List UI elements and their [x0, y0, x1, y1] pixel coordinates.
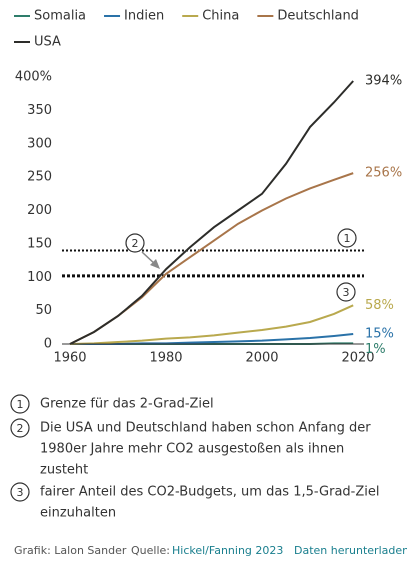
- end-label: 1%: [365, 342, 386, 357]
- x-tick-label: 1960: [53, 351, 86, 366]
- download-link[interactable]: Daten herunterladen: [294, 544, 407, 557]
- note-text: einzuhalten: [40, 506, 116, 521]
- note-marker-label: 2: [132, 237, 139, 250]
- end-label: 15%: [365, 326, 394, 341]
- source-link[interactable]: Hickel/Fanning 2023: [172, 544, 283, 557]
- note-marker-label: 1: [344, 232, 351, 245]
- source-label: Quelle:: [131, 544, 170, 557]
- credit: Grafik: Lalon Sander: [14, 544, 127, 557]
- note-marker: [10, 394, 30, 414]
- x-tick-label: 2000: [245, 351, 278, 366]
- note-text: fairer Anteil des CO2-Budgets, um das 1,…: [40, 485, 380, 500]
- note-marker: [125, 233, 145, 253]
- note-marker: [10, 418, 30, 438]
- note-marker-label: 3: [17, 486, 24, 499]
- y-tick-label: 400%: [15, 70, 52, 85]
- series-line: [69, 304, 354, 345]
- note-text: 1980er Jahre mehr CO2 ausgestoßen als ih…: [40, 442, 344, 457]
- end-label: 256%: [365, 166, 402, 181]
- note-text: Grenze für das 2-Grad-Ziel: [40, 397, 214, 412]
- y-tick-label: 200: [27, 203, 52, 218]
- note-text: Die USA und Deutschland haben schon Anfa…: [40, 421, 371, 436]
- legend-label: China: [202, 9, 239, 24]
- y-tick-label: 100: [27, 270, 52, 285]
- note-marker: [10, 482, 30, 502]
- end-label: 58%: [365, 298, 394, 313]
- note-text: zusteht: [40, 463, 88, 478]
- y-tick-label: 250: [27, 170, 52, 185]
- legend-label: USA: [34, 35, 61, 50]
- series-line: [69, 80, 354, 345]
- arrow-head: [150, 259, 160, 269]
- note-marker-label: 2: [17, 422, 24, 435]
- legend-label: Deutschland: [277, 9, 359, 24]
- y-tick-label: 150: [27, 236, 52, 251]
- series-line: [69, 172, 354, 345]
- y-tick-label: 50: [35, 303, 52, 318]
- note-marker: [336, 282, 356, 302]
- note-marker-label: 1: [17, 398, 24, 411]
- end-label: 394%: [365, 74, 402, 89]
- legend-label: Indien: [124, 9, 164, 24]
- note-marker-label: 3: [343, 286, 350, 299]
- y-tick-label: 350: [27, 103, 52, 118]
- y-tick-label: 0: [44, 337, 52, 352]
- legend-label: Somalia: [34, 9, 86, 24]
- x-tick-label: 2020: [341, 351, 374, 366]
- y-tick-label: 300: [27, 136, 52, 151]
- note-marker: [337, 228, 357, 248]
- x-tick-label: 1980: [149, 351, 182, 366]
